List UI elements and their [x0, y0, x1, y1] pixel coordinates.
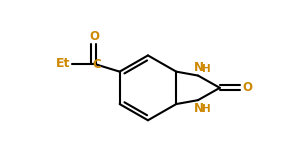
- Text: Et: Et: [56, 57, 70, 70]
- Text: N: N: [194, 103, 204, 115]
- Text: H: H: [201, 64, 210, 74]
- Text: O: O: [89, 30, 99, 43]
- Text: O: O: [243, 81, 252, 94]
- Text: C: C: [93, 58, 101, 71]
- Text: N: N: [194, 61, 204, 74]
- Text: H: H: [201, 104, 210, 114]
